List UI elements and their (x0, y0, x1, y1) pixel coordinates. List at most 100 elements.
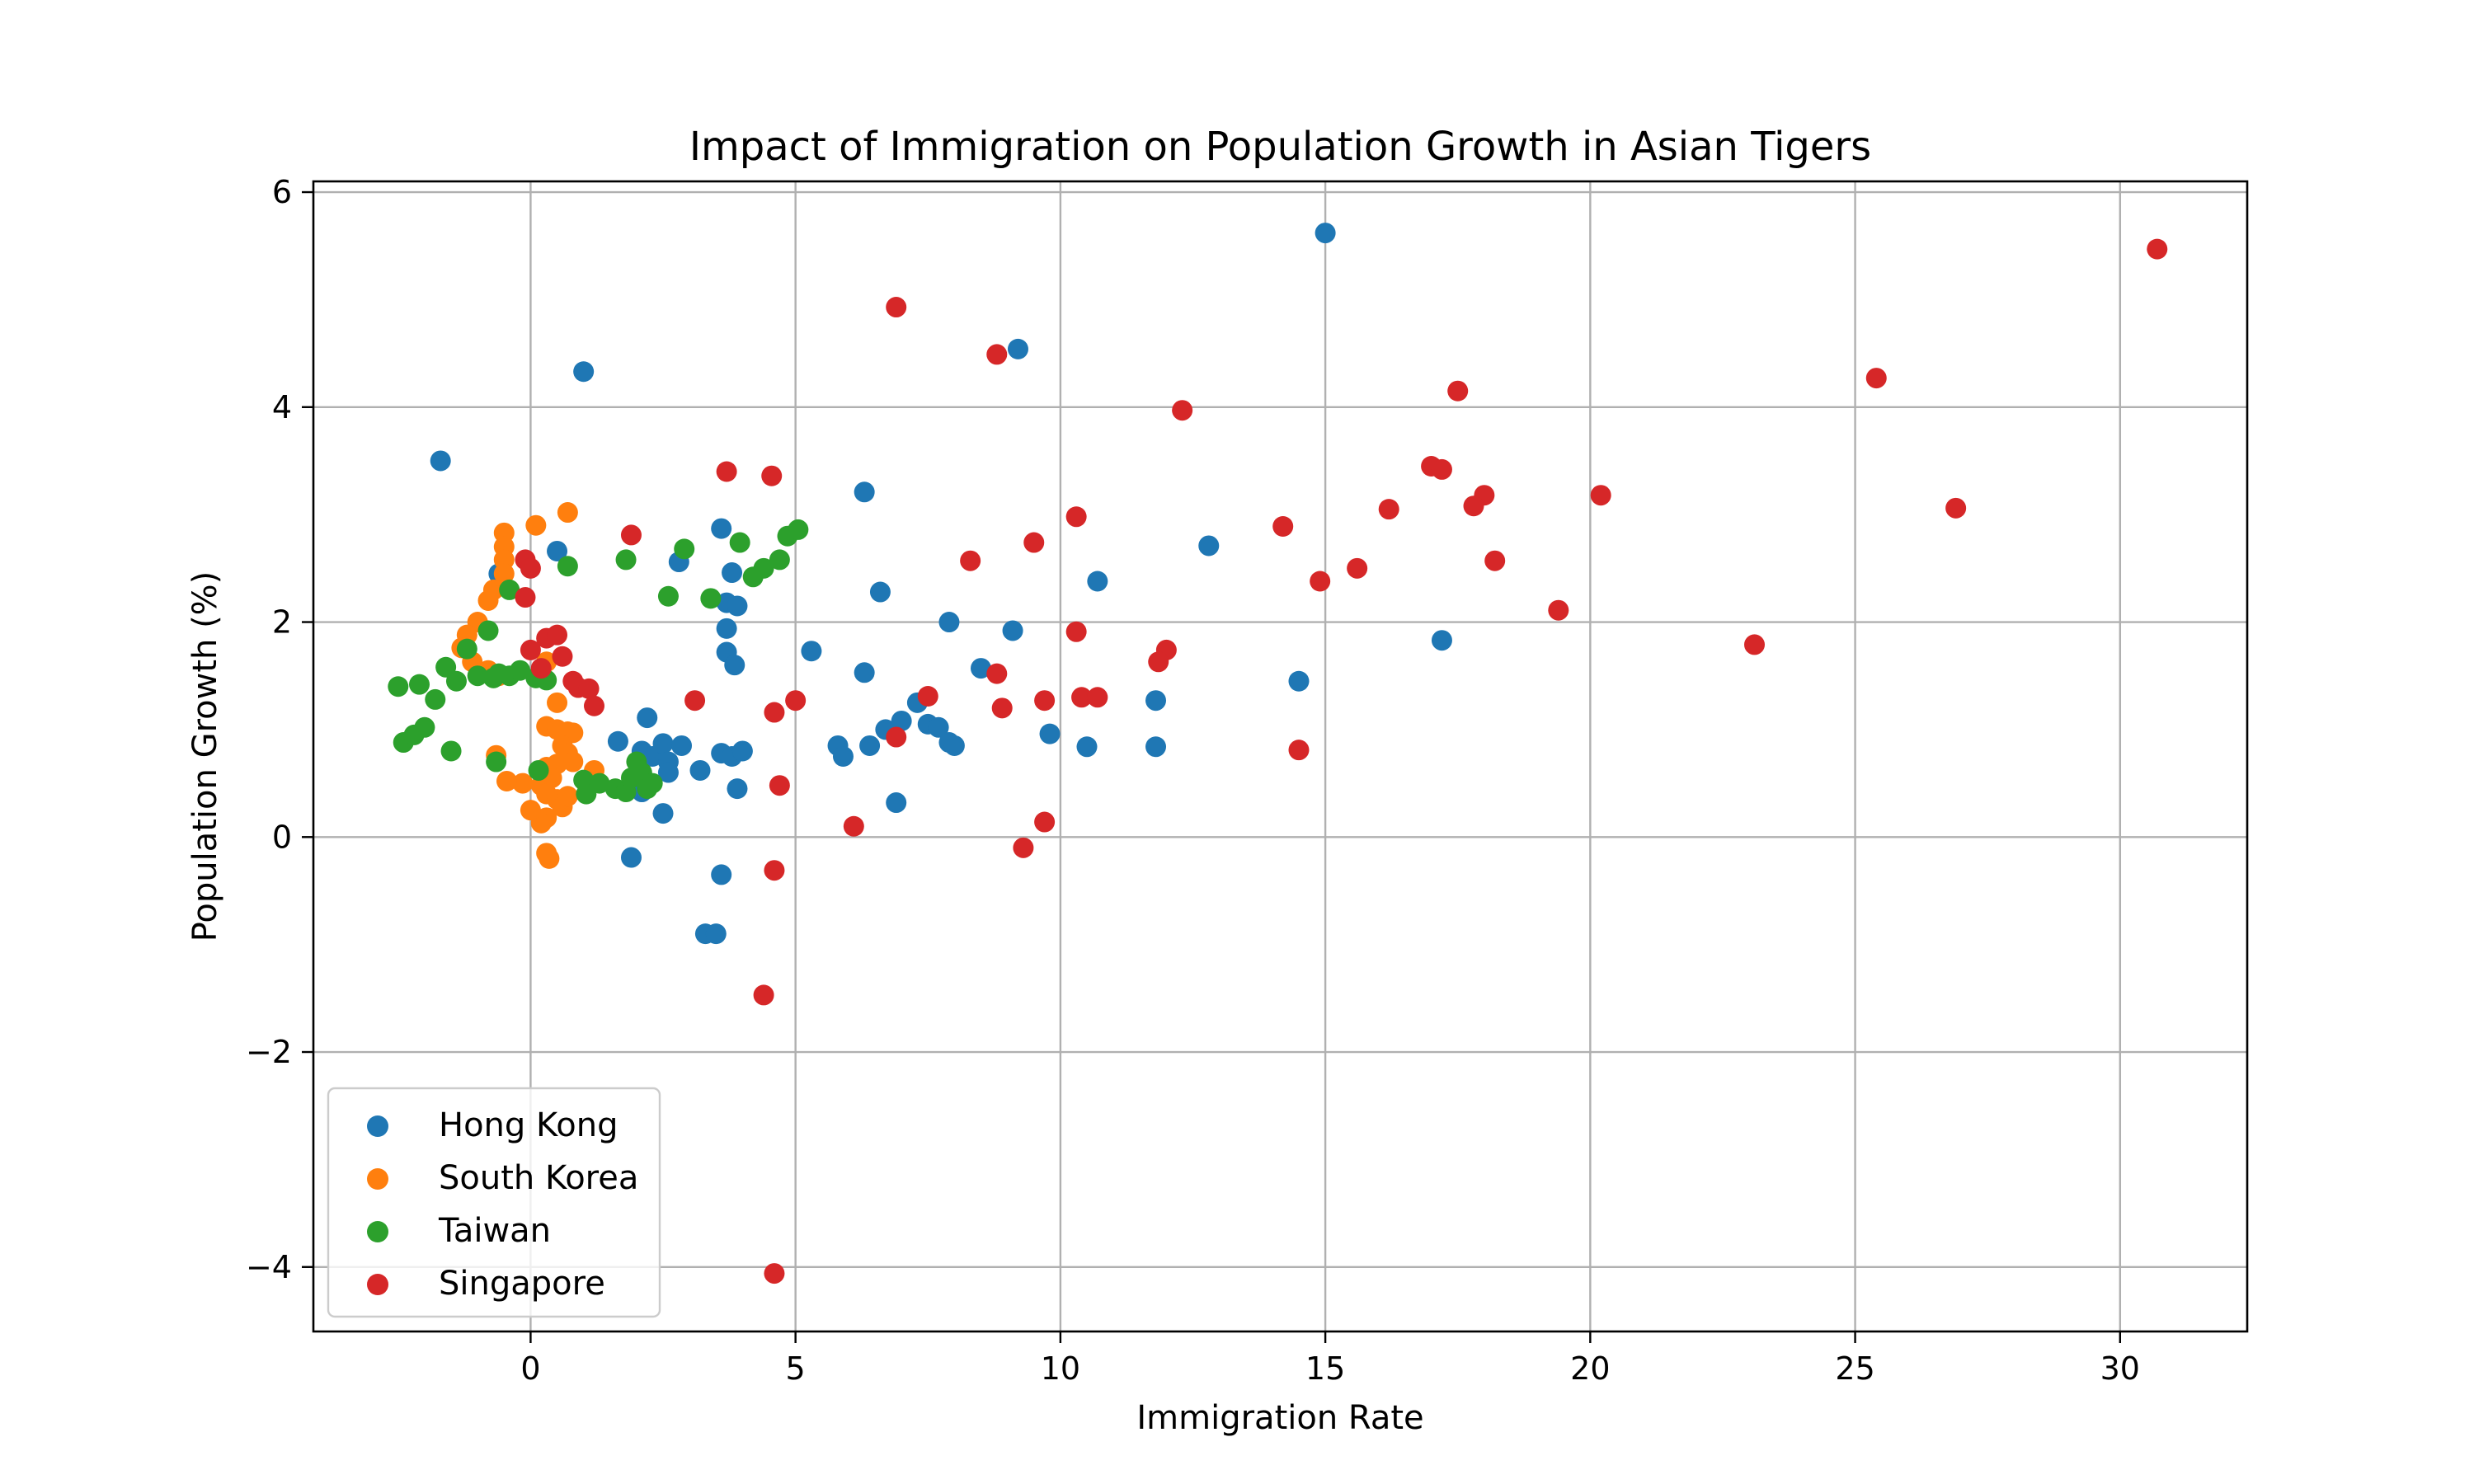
point-taiwan (700, 588, 722, 609)
point-taiwan (388, 676, 409, 697)
point-singapore (769, 775, 790, 796)
x-tick-label: 30 (2100, 1350, 2140, 1387)
point-hong-kong (637, 707, 658, 729)
point-hong-kong (652, 733, 674, 754)
point-singapore (1065, 506, 1087, 528)
point-singapore (917, 685, 938, 707)
point-taiwan (445, 670, 467, 692)
point-singapore (1378, 499, 1399, 520)
point-singapore (1087, 687, 1108, 708)
point-singapore (1023, 532, 1045, 553)
point-hong-kong (607, 730, 628, 752)
y-tick-label: −4 (246, 1249, 292, 1285)
point-south-korea (477, 589, 499, 611)
point-singapore (2147, 238, 2168, 260)
point-singapore (1447, 380, 1469, 402)
legend-label-singapore: Singapore (439, 1265, 605, 1303)
point-singapore (886, 297, 907, 318)
point-taiwan (414, 716, 435, 738)
point-hong-kong (722, 562, 743, 584)
point-singapore (1172, 400, 1193, 421)
point-singapore (886, 726, 907, 748)
point-hong-kong (1288, 670, 1310, 692)
point-hong-kong (859, 735, 881, 756)
point-hong-kong (1431, 630, 1452, 651)
point-taiwan (729, 532, 750, 553)
point-singapore (1148, 651, 1169, 673)
y-tick-label: 2 (272, 604, 292, 641)
point-singapore (986, 344, 1008, 365)
legend-label-hong-kong: Hong Kong (439, 1106, 618, 1144)
point-hong-kong (971, 658, 992, 679)
point-taiwan (657, 585, 679, 607)
point-singapore (1463, 495, 1484, 517)
chart-title: Impact of Immigration on Population Grow… (689, 124, 1871, 170)
point-south-korea (512, 773, 534, 794)
point-hong-kong (727, 778, 748, 800)
point-taiwan (769, 549, 790, 571)
point-hong-kong (573, 361, 595, 383)
point-singapore (1484, 550, 1506, 571)
point-singapore (785, 690, 807, 711)
point-south-korea (557, 786, 578, 807)
point-singapore (1347, 557, 1368, 579)
point-hong-kong (1087, 571, 1108, 592)
point-singapore (1431, 458, 1452, 480)
point-hong-kong (711, 518, 732, 539)
point-singapore (1744, 634, 1766, 655)
point-taiwan (589, 773, 610, 794)
point-hong-kong (854, 662, 875, 683)
x-tick-label: 10 (1041, 1350, 1080, 1387)
point-taiwan (467, 665, 488, 687)
point-hong-kong (657, 762, 679, 783)
point-taiwan (425, 688, 446, 710)
point-taiwan (486, 751, 507, 773)
legend-marker-hong-kong (367, 1115, 388, 1137)
point-singapore (620, 524, 642, 546)
point-hong-kong (886, 792, 907, 814)
point-singapore (552, 646, 573, 667)
point-taiwan (499, 579, 520, 600)
point-singapore (960, 550, 981, 571)
point-singapore (1945, 497, 1967, 519)
y-tick-label: 6 (272, 174, 292, 210)
point-south-korea (539, 848, 560, 869)
point-south-korea (496, 770, 517, 791)
point-hong-kong (801, 641, 822, 662)
point-singapore (761, 465, 783, 486)
point-taiwan (674, 538, 695, 560)
point-hong-kong (705, 923, 727, 945)
point-south-korea (525, 514, 547, 536)
legend-marker-taiwan (367, 1221, 388, 1242)
point-singapore (1865, 368, 1887, 389)
point-taiwan (456, 638, 477, 660)
point-singapore (1034, 811, 1056, 833)
point-taiwan (788, 519, 809, 540)
point-singapore (764, 702, 785, 723)
point-taiwan (440, 740, 462, 762)
point-singapore (1065, 621, 1087, 642)
axis-ticks: 0 5 10 15 20 25 30 −4 −2 0 2 4 6 (246, 174, 2140, 1387)
point-taiwan (528, 759, 549, 781)
legend-marker-singapore (367, 1274, 388, 1295)
point-hong-kong (943, 735, 965, 756)
x-tick-label: 15 (1305, 1350, 1345, 1387)
point-singapore (843, 815, 864, 837)
point-hong-kong (652, 803, 674, 824)
point-taiwan (642, 773, 663, 794)
point-hong-kong (1198, 535, 1220, 556)
point-hong-kong (1002, 620, 1023, 641)
point-singapore (578, 678, 600, 699)
point-singapore (1590, 485, 1611, 506)
point-south-korea (562, 751, 584, 773)
point-hong-kong (671, 735, 693, 756)
point-hong-kong (727, 595, 748, 617)
point-taiwan (477, 620, 499, 641)
point-hong-kong (928, 716, 949, 738)
point-hong-kong (711, 864, 732, 885)
point-south-korea (557, 502, 578, 524)
legend-label-taiwan: Taiwan (438, 1212, 551, 1250)
point-singapore (986, 663, 1008, 684)
point-singapore (1288, 740, 1310, 761)
point-hong-kong (430, 450, 451, 472)
